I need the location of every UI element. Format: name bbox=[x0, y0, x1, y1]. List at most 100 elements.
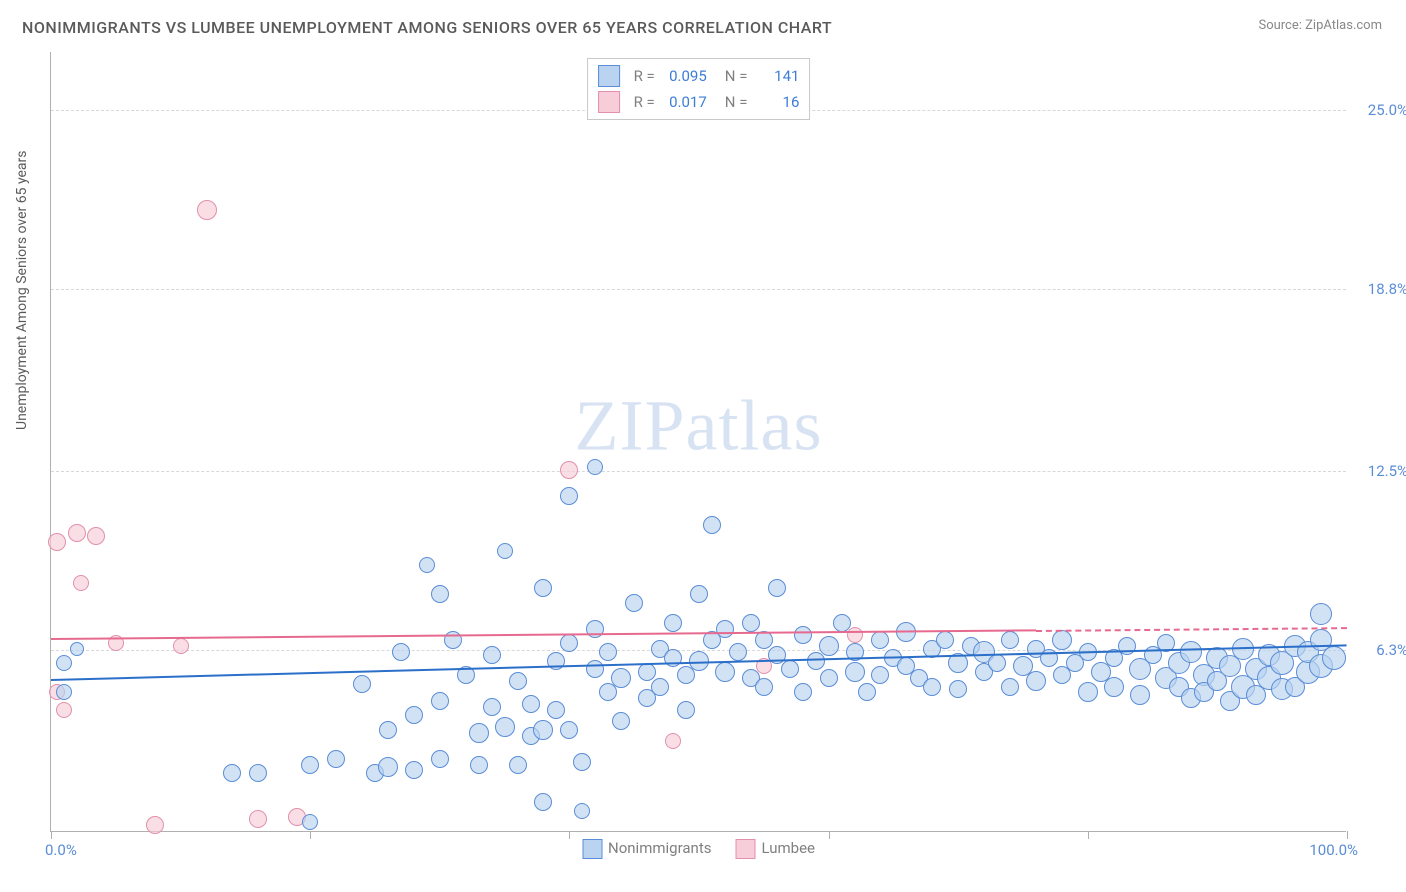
y-axis-title: Unemployment Among Seniors over 65 years bbox=[14, 151, 30, 431]
data-point-nonimmigrants bbox=[483, 698, 501, 716]
data-point-nonimmigrants bbox=[587, 459, 603, 475]
data-point-nonimmigrants bbox=[522, 695, 540, 713]
plot-area: ZIPatlas 6.3%12.5%18.8%25.0% R =0.095N =… bbox=[50, 52, 1346, 832]
data-point-nonimmigrants bbox=[301, 756, 319, 774]
data-point-nonimmigrants bbox=[611, 668, 631, 688]
data-point-nonimmigrants bbox=[638, 663, 656, 681]
data-point-nonimmigrants bbox=[533, 720, 553, 740]
data-point-nonimmigrants bbox=[716, 620, 734, 638]
x-tick bbox=[1347, 831, 1348, 839]
legend-stat-row: R =0.095N =141 bbox=[598, 63, 800, 89]
data-point-nonimmigrants bbox=[534, 793, 552, 811]
data-point-nonimmigrants bbox=[820, 669, 838, 687]
legend-item: Nonimmigrants bbox=[582, 839, 711, 859]
data-point-nonimmigrants bbox=[560, 634, 578, 652]
data-point-nonimmigrants bbox=[534, 579, 552, 597]
data-point-nonimmigrants bbox=[871, 666, 889, 684]
legend-label: Lumbee bbox=[761, 839, 815, 857]
n-label: N = bbox=[725, 93, 748, 111]
data-point-nonimmigrants bbox=[586, 660, 604, 678]
data-point-nonimmigrants bbox=[768, 579, 786, 597]
x-tick bbox=[1088, 831, 1089, 839]
data-point-nonimmigrants bbox=[419, 557, 435, 573]
data-point-nonimmigrants bbox=[936, 631, 954, 649]
data-point-nonimmigrants bbox=[560, 487, 578, 505]
data-point-nonimmigrants bbox=[469, 723, 489, 743]
data-point-lumbee bbox=[173, 638, 189, 654]
legend-label: Nonimmigrants bbox=[608, 839, 711, 857]
legend-swatch bbox=[582, 839, 602, 859]
data-point-nonimmigrants bbox=[223, 764, 241, 782]
legend-stat-row: R =0.017N =16 bbox=[598, 89, 800, 115]
data-point-nonimmigrants bbox=[1322, 646, 1346, 670]
y-tick-label: 25.0% bbox=[1352, 101, 1406, 119]
x-tick bbox=[829, 831, 830, 839]
data-point-nonimmigrants bbox=[353, 675, 371, 693]
data-point-lumbee bbox=[56, 702, 72, 718]
x-axis-min-label: 0.0% bbox=[45, 841, 77, 859]
gridline bbox=[51, 289, 1346, 290]
n-label: N = bbox=[725, 67, 748, 85]
data-point-nonimmigrants bbox=[431, 692, 449, 710]
data-point-nonimmigrants bbox=[819, 636, 839, 656]
data-point-nonimmigrants bbox=[988, 654, 1006, 672]
data-point-nonimmigrants bbox=[509, 672, 527, 690]
x-tick bbox=[51, 831, 52, 839]
data-point-nonimmigrants bbox=[858, 683, 876, 701]
data-point-nonimmigrants bbox=[1001, 678, 1019, 696]
data-point-nonimmigrants bbox=[509, 756, 527, 774]
chart-title: NONIMMIGRANTS VS LUMBEE UNEMPLOYMENT AMO… bbox=[22, 18, 832, 37]
data-point-lumbee bbox=[665, 733, 681, 749]
legend-swatch bbox=[598, 91, 620, 113]
data-point-lumbee bbox=[146, 816, 164, 834]
watermark: ZIPatlas bbox=[575, 384, 823, 467]
data-point-lumbee bbox=[197, 200, 217, 220]
data-point-nonimmigrants bbox=[651, 678, 669, 696]
x-tick bbox=[569, 831, 570, 839]
data-point-nonimmigrants bbox=[690, 585, 708, 603]
data-point-nonimmigrants bbox=[392, 643, 410, 661]
data-point-nonimmigrants bbox=[612, 712, 630, 730]
data-point-lumbee bbox=[249, 810, 267, 828]
data-point-lumbee bbox=[48, 533, 66, 551]
data-point-nonimmigrants bbox=[703, 516, 721, 534]
data-point-nonimmigrants bbox=[742, 614, 760, 632]
data-point-nonimmigrants bbox=[431, 585, 449, 603]
y-tick-label: 18.8% bbox=[1352, 280, 1406, 298]
data-point-nonimmigrants bbox=[405, 706, 423, 724]
data-point-nonimmigrants bbox=[1052, 630, 1072, 650]
data-point-nonimmigrants bbox=[923, 678, 941, 696]
data-point-nonimmigrants bbox=[56, 684, 72, 700]
data-point-lumbee bbox=[73, 575, 89, 591]
data-point-lumbee bbox=[560, 461, 578, 479]
gridline bbox=[51, 471, 1346, 472]
data-point-nonimmigrants bbox=[302, 814, 318, 830]
x-tick bbox=[310, 831, 311, 839]
legend-swatch bbox=[598, 65, 620, 87]
data-point-nonimmigrants bbox=[431, 750, 449, 768]
data-point-nonimmigrants bbox=[249, 764, 267, 782]
data-point-nonimmigrants bbox=[573, 753, 591, 771]
data-point-nonimmigrants bbox=[845, 662, 865, 682]
data-point-nonimmigrants bbox=[833, 614, 851, 632]
x-axis-max-label: 100.0% bbox=[1309, 841, 1358, 859]
data-point-nonimmigrants bbox=[483, 646, 501, 664]
data-point-nonimmigrants bbox=[497, 543, 513, 559]
data-point-nonimmigrants bbox=[56, 655, 72, 671]
data-point-nonimmigrants bbox=[560, 721, 578, 739]
trend-line-lumbee-extrapolated bbox=[1036, 627, 1347, 632]
data-point-nonimmigrants bbox=[871, 631, 889, 649]
correlation-legend: R =0.095N =141R =0.017N =16 bbox=[587, 58, 811, 120]
data-point-nonimmigrants bbox=[1026, 671, 1046, 691]
n-value: 141 bbox=[757, 67, 799, 85]
data-point-nonimmigrants bbox=[625, 594, 643, 612]
data-point-nonimmigrants bbox=[781, 660, 799, 678]
series-legend: Nonimmigrants Lumbee bbox=[582, 839, 815, 859]
data-point-nonimmigrants bbox=[755, 631, 773, 649]
data-point-nonimmigrants bbox=[794, 683, 812, 701]
r-value: 0.017 bbox=[665, 93, 707, 111]
r-label: R = bbox=[634, 67, 655, 85]
data-point-nonimmigrants bbox=[1104, 677, 1124, 697]
data-point-nonimmigrants bbox=[677, 701, 695, 719]
source-label: Source: ZipAtlas.com bbox=[1258, 18, 1382, 33]
